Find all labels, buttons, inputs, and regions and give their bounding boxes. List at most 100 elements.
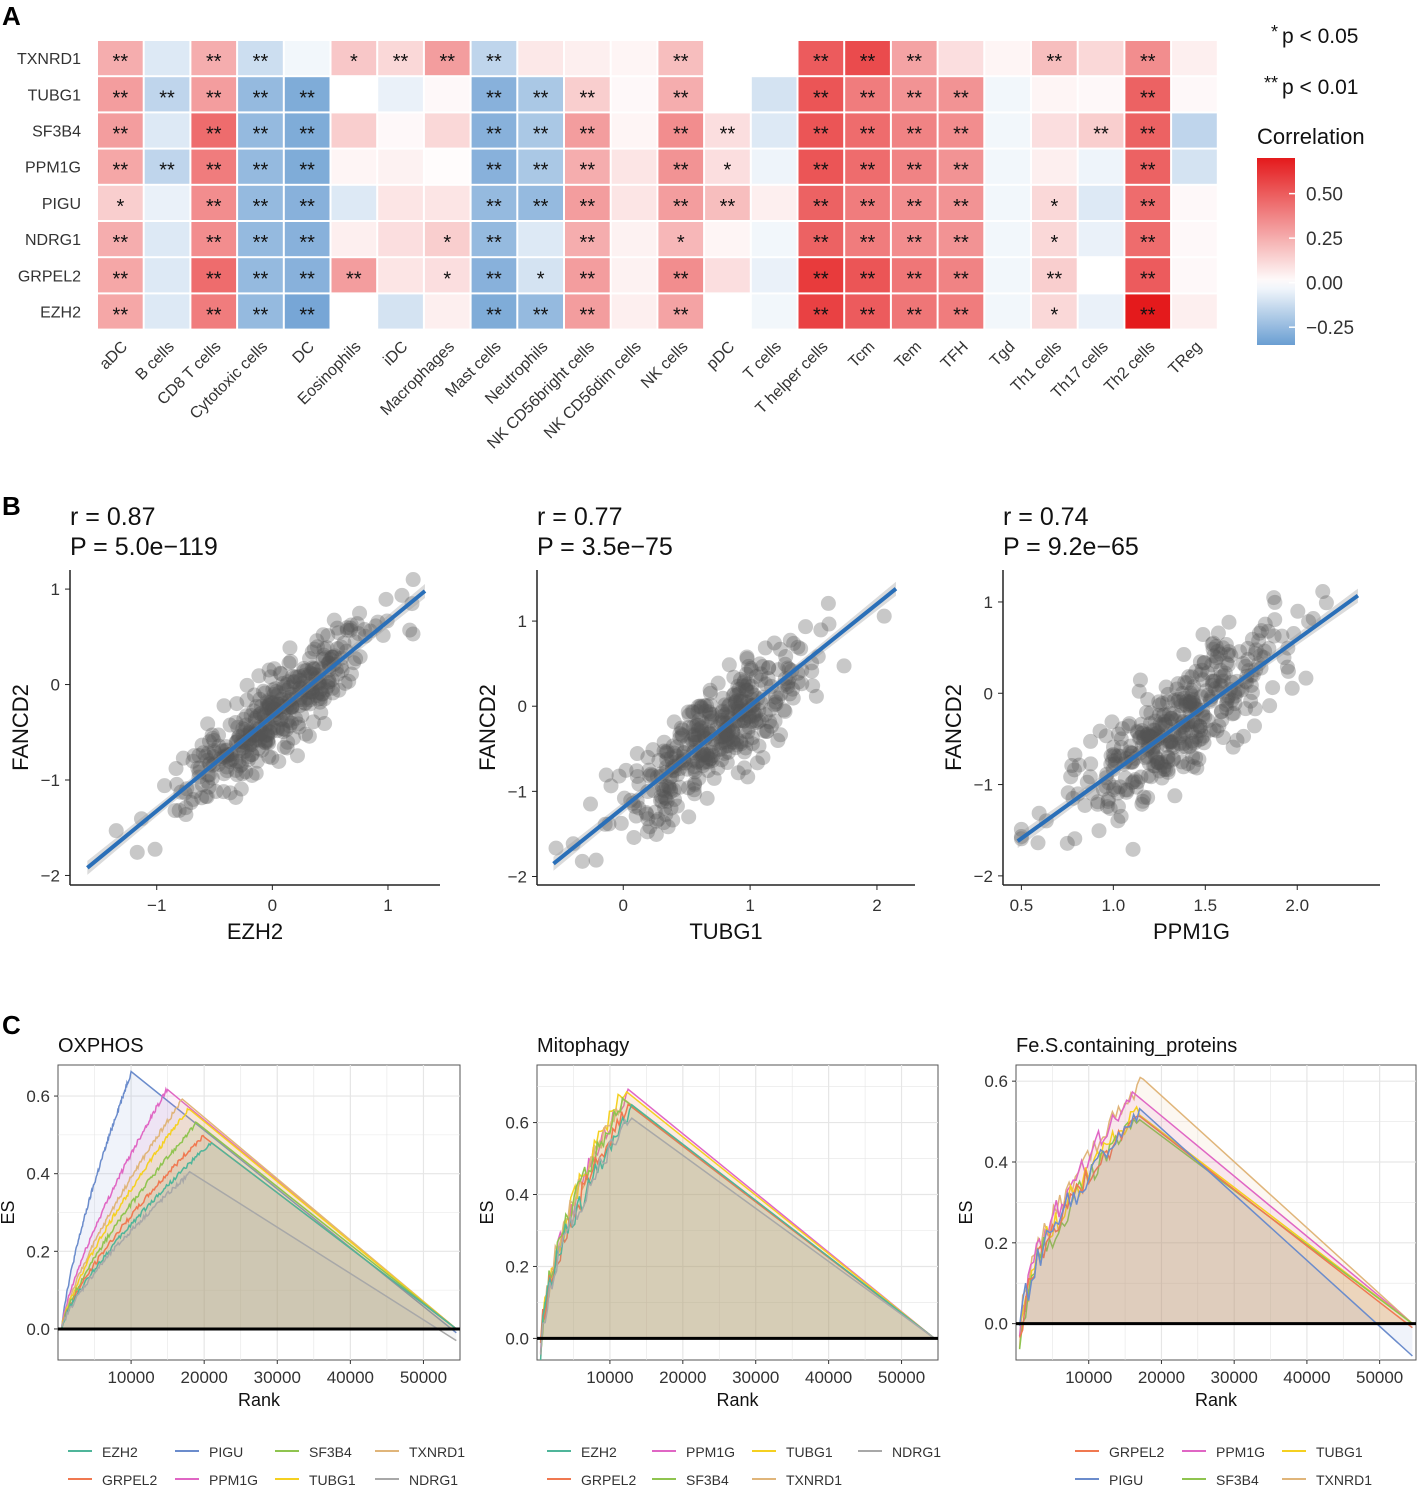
scatter-point	[1207, 681, 1223, 697]
scatter-point	[748, 668, 764, 684]
heatmap-cell	[331, 185, 377, 220]
heatmap-cell	[98, 222, 143, 257]
scatter-point	[185, 753, 201, 769]
scatter-point	[611, 768, 627, 784]
scatter-point	[1160, 694, 1176, 710]
scatter-point	[767, 697, 783, 713]
scatter-point	[157, 778, 173, 794]
scatter-point	[1105, 746, 1121, 762]
scatter-point	[1195, 627, 1211, 643]
scatter-point	[704, 753, 720, 769]
heatmap-cell	[1032, 41, 1077, 76]
scatter-point	[666, 782, 682, 798]
heatmap-cell	[284, 185, 330, 220]
heatmap-cell	[284, 77, 330, 112]
scatter-point	[1165, 740, 1181, 756]
scatter-point	[1210, 643, 1226, 659]
y-tick-label: 0.4	[984, 1153, 1008, 1172]
heatmap-cell	[751, 222, 797, 257]
heatmap-cell	[845, 222, 890, 257]
heatmap-cell	[378, 294, 423, 329]
scatter-point	[318, 682, 334, 698]
scatter-point	[820, 595, 836, 611]
scatter-point	[314, 686, 330, 702]
scatter-point	[1013, 821, 1029, 837]
scatter-point	[681, 707, 697, 723]
scatter-point	[1149, 751, 1165, 767]
heatmap-star: **	[953, 87, 969, 109]
scatter-point	[306, 661, 322, 677]
scatter-point	[296, 679, 312, 695]
scatter-point	[1246, 718, 1262, 734]
scatter-point	[739, 732, 755, 748]
scatter-point	[299, 662, 315, 678]
scatter-point	[1136, 789, 1152, 805]
scatter-point	[228, 734, 244, 750]
scatter-point	[289, 748, 305, 764]
scatter-point	[269, 688, 285, 704]
heatmap-star: **	[720, 124, 736, 146]
scatter-point	[331, 625, 347, 641]
scatter-point	[699, 746, 715, 762]
scatter-point	[1158, 679, 1174, 695]
scatter-point	[205, 730, 221, 746]
scatter-point	[1169, 681, 1185, 697]
y-axis-label: ES	[956, 1200, 976, 1224]
scatter-point	[629, 769, 645, 785]
scatter-point	[735, 678, 751, 694]
scatter-point	[239, 733, 255, 749]
heatmap-cell	[518, 222, 563, 257]
y-tick-label: 0.0	[505, 1329, 529, 1348]
scatter-point	[1171, 691, 1187, 707]
heatmap-star: **	[253, 124, 269, 146]
heatmap-cell	[658, 77, 704, 112]
scatter-point	[638, 805, 654, 821]
scatter-point	[1131, 730, 1147, 746]
scatter-point	[183, 795, 199, 811]
heatmap-cell	[565, 113, 610, 148]
heatmap-cell	[378, 77, 423, 112]
scatter-point	[1208, 654, 1224, 670]
x-axis-label: Rank	[238, 1390, 281, 1410]
heatmap-cell	[284, 149, 330, 184]
heatmap-cell	[331, 222, 377, 257]
heatmap-star: **	[253, 305, 269, 327]
scatter-point	[1247, 701, 1263, 717]
scatter-point	[1129, 723, 1145, 739]
scatter-point	[743, 662, 759, 678]
scatter-point	[631, 776, 647, 792]
scatter-point	[331, 682, 347, 698]
scatter-point	[702, 751, 718, 767]
scatter-point	[1173, 728, 1189, 744]
scatter-point	[316, 647, 332, 663]
heatmap-cell	[845, 294, 890, 329]
scatter-point	[743, 660, 759, 676]
es-area-grpel2	[540, 1104, 935, 1344]
heatmap-star: **	[1093, 124, 1109, 146]
scatter-point	[253, 706, 269, 722]
scatter-point	[357, 628, 373, 644]
es-curve-tubg1	[60, 1107, 457, 1331]
x-tick-label: 10000	[107, 1368, 154, 1387]
scatter-point	[666, 763, 682, 779]
scatter-point	[726, 669, 742, 685]
scatter-point	[689, 717, 705, 733]
heatmap-cell	[611, 77, 657, 112]
scatter-point	[1133, 716, 1149, 732]
scatter-point	[317, 716, 333, 732]
heatmap-cell	[144, 222, 190, 257]
scatter-point	[311, 660, 327, 676]
scatter-point	[588, 852, 604, 868]
scatter-point	[1141, 755, 1157, 771]
scatter-point	[254, 742, 270, 758]
scatter-point	[1082, 769, 1098, 785]
heatmap-star: **	[580, 87, 596, 109]
scatter-point	[583, 796, 599, 812]
scatter-point	[1230, 683, 1246, 699]
scatter-point	[171, 802, 187, 818]
scatter-point	[1240, 640, 1256, 656]
scatter-point	[1192, 654, 1208, 670]
scatter-point	[684, 732, 700, 748]
heatmap-cell	[144, 258, 190, 293]
